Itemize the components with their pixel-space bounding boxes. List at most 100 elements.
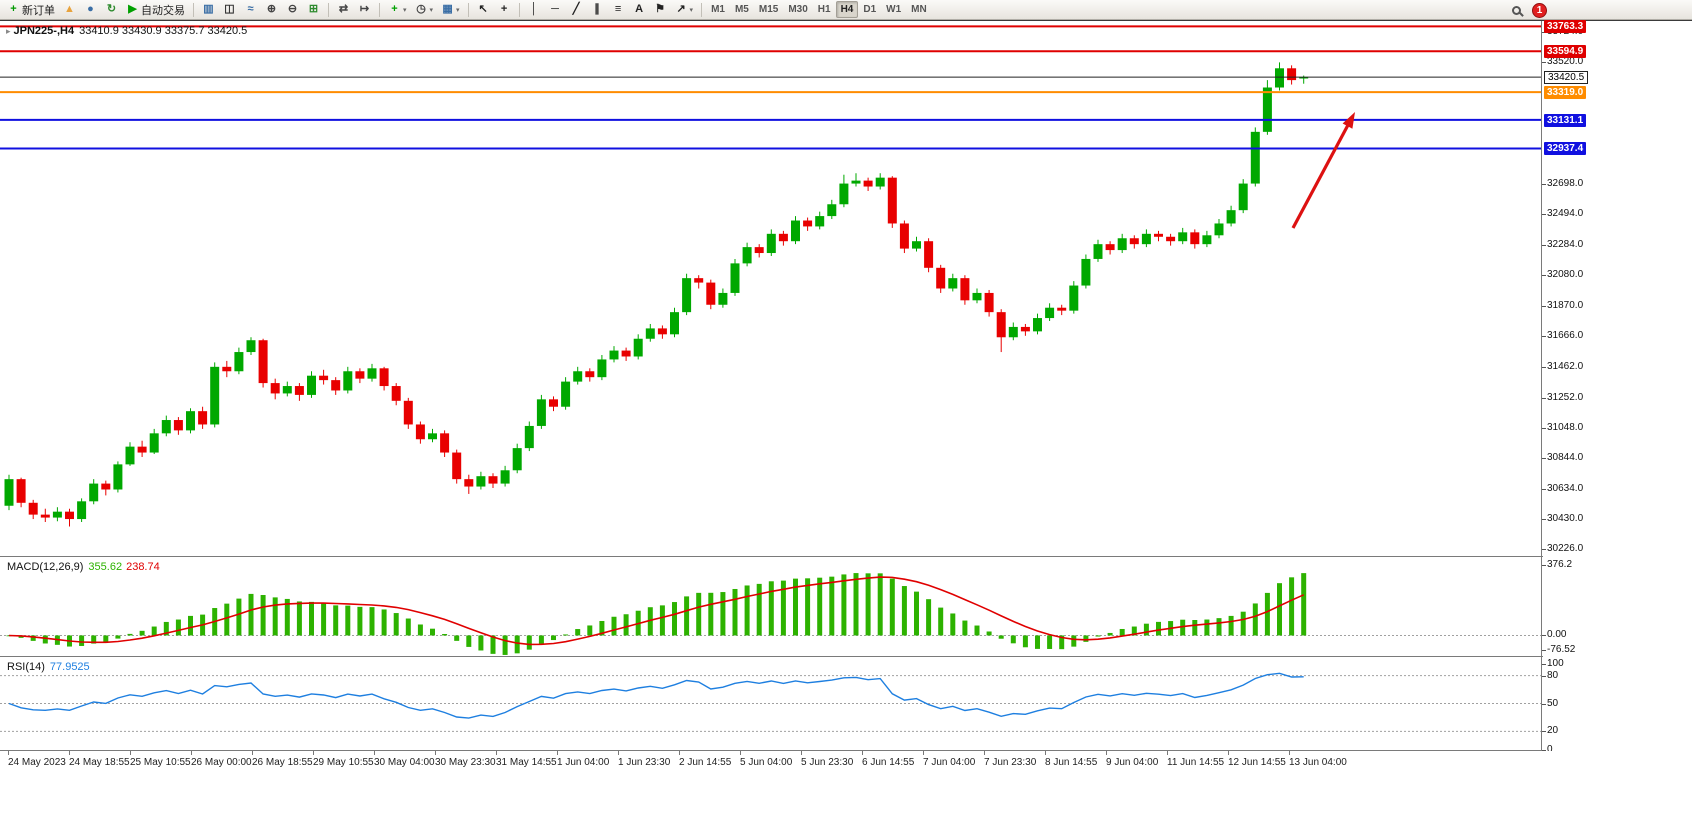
fibonacci-button[interactable]: ≡ [608,1,629,18]
price-tick-label: 80 [1541,669,1559,681]
metaeditor-button[interactable]: ▲ [59,1,80,18]
search-button[interactable] [1508,2,1525,19]
dropdown-caret-icon: ▾ [403,6,407,14]
dropdown-caret-icon: ▾ [689,6,694,14]
pane-separator[interactable] [0,556,1692,557]
auto-scroll-icon: ⇄ [338,3,349,15]
auto-scroll-button[interactable]: ⇄ [333,1,354,18]
line-chart-icon: ≈ [247,3,254,15]
channel-button[interactable]: ∥ [587,1,608,18]
new-order-button-label: 新订单 [22,4,55,17]
autotrading-button-label: 自动交易 [141,4,185,17]
price-tick-label: 30634.0 [1541,482,1584,494]
time-axis-label: 5 Jun 04:00 [740,751,793,768]
refresh-icon: ↻ [106,3,117,15]
time-axis-label: 12 Jun 14:55 [1228,751,1286,768]
text-label-button[interactable]: ⚑ [650,1,671,18]
indicators-button[interactable]: + ▾ [384,1,411,18]
price-scale[interactable]: 33724.033520.032698.032494.032284.032080… [1541,20,1692,755]
one-click-trading-arrow-icon[interactable]: ▸ [6,26,11,36]
refresh-button[interactable]: ↻ [101,1,122,18]
price-level-label: 32937.4 [1544,142,1587,156]
macd-indicator-label: MACD(12,26,9) 355.62 238.74 [7,561,160,573]
price-tick-label: 33520.0 [1541,56,1584,68]
arrows-button[interactable]: ↗ ▾ [671,1,698,18]
timeframe-h1-button[interactable]: H1 [817,4,831,15]
time-axis-label: 2 Jun 14:55 [679,751,732,768]
cursor-icon: ↖ [478,3,488,15]
time-axis-label: 7 Jun 23:30 [984,751,1037,768]
timeframe-m5-button[interactable]: M5 [734,4,749,15]
price-tick-label: 32080.0 [1541,269,1584,281]
market-watch-button[interactable]: ● [80,1,101,18]
price-tick-label: 30844.0 [1541,451,1584,463]
window-bottom-area [0,774,1692,837]
time-axis-label: 31 May 14:55 [496,751,557,768]
toolbar-right: 1 [1508,2,1547,19]
vertical-line-icon: │ [530,3,538,15]
toolbar-separator [379,2,380,17]
macd-pane[interactable] [0,557,1541,656]
rsi-value: 77.9525 [49,661,90,673]
dropdown-caret-icon: ▾ [429,6,434,14]
macd-name: MACD(12,26,9) [7,561,84,573]
price-tick-label: 0 [1542,744,1553,755]
timeframe-m1-button[interactable]: M1 [711,4,725,15]
crosshair-icon: + [500,3,508,15]
zoom-out-icon: ⊖ [287,3,298,15]
price-tick-label: 50 [1541,697,1559,709]
timeframe-mn-button[interactable]: MN [911,4,927,15]
zoom-in-button[interactable]: ⊕ [261,1,282,18]
periods-icon: ◷ [416,3,426,15]
trendline-button[interactable]: ╱ [566,1,587,18]
ohlc-values: 33410.9 33430.9 33375.7 33420.5 [79,25,248,37]
periods-button[interactable]: ◷ ▾ [411,1,438,18]
time-axis-label: 5 Jun 23:30 [801,751,854,768]
new-order-button[interactable]: + 新订单 [3,1,59,18]
templates-icon: ▦ [442,3,453,15]
timeframe-d1-button[interactable]: D1 [863,4,877,15]
text-icon: A [635,3,644,15]
price-chart-canvas[interactable] [0,21,1541,556]
timeframe-m30-button[interactable]: M30 [788,4,808,15]
price-tick-label: 0.00 [1541,629,1567,641]
horizontal-line-icon: ─ [551,3,559,15]
templates-button[interactable]: ▦ ▾ [437,1,464,18]
pane-separator[interactable] [0,656,1692,657]
rsi-pane[interactable] [0,657,1541,750]
time-axis[interactable]: 24 May 2023 24 May 18:55 25 May 10:55 26 Ma… [0,751,1692,775]
text-label-icon: ⚑ [655,3,665,15]
equidistant-channel-icon: ∥ [594,3,600,15]
autotrading-button[interactable]: ▶ 自动交易 [122,1,189,18]
notification-badge[interactable]: 1 [1532,3,1547,18]
autotrading-icon: ▶ [128,3,137,15]
crosshair-button[interactable]: + [494,1,515,18]
price-scale-divider [1541,21,1542,751]
chart-shift-button[interactable]: ↦ [354,1,375,18]
text-button[interactable]: A [629,1,650,18]
tile-windows-button[interactable]: ⊞ [303,1,324,18]
price-tick-label: 100 [1542,658,1564,669]
rsi-name: RSI(14) [7,661,45,673]
bar-chart-button[interactable]: ▥ [198,1,219,18]
price-tick-label: 31870.0 [1541,300,1584,312]
axis-separator [0,750,1692,751]
new-order-icon: + [10,3,17,15]
toolbar: + 新订单 ▲ ● ↻ ▶ 自动交易 ▥ ◫ ≈ ⊕ ⊖ ⊞ ⇄ ↦ + ▾ ◷ ▾ ▦ ▾ ↖ + │ ─ ╱ ∥ ≡ A ⚑ ↗ ▾ M1 M… [0,0,1692,20]
chart-shift-icon: ↦ [359,3,370,15]
current-price-label: 33420.5 [1544,71,1589,85]
line-chart-button[interactable]: ≈ [240,1,261,18]
time-axis-label: 7 Jun 04:00 [923,751,976,768]
time-axis-label: 30 May 23:30 [435,751,496,768]
horizontal-line-button[interactable]: ─ [545,1,566,18]
timeframe-m15-button[interactable]: M15 [758,4,779,15]
vertical-line-button[interactable]: │ [524,1,545,18]
candlestick-chart-button[interactable]: ◫ [219,1,240,18]
timeframe-h4-button[interactable]: H4 [835,1,859,18]
toolbar-separator [193,2,194,17]
zoom-out-button[interactable]: ⊖ [282,1,303,18]
time-axis-label: 11 Jun 14:55 [1167,751,1225,768]
cursor-button[interactable]: ↖ [473,1,494,18]
timeframe-w1-button[interactable]: W1 [886,4,902,15]
price-tick-label: 31048.0 [1541,421,1584,433]
